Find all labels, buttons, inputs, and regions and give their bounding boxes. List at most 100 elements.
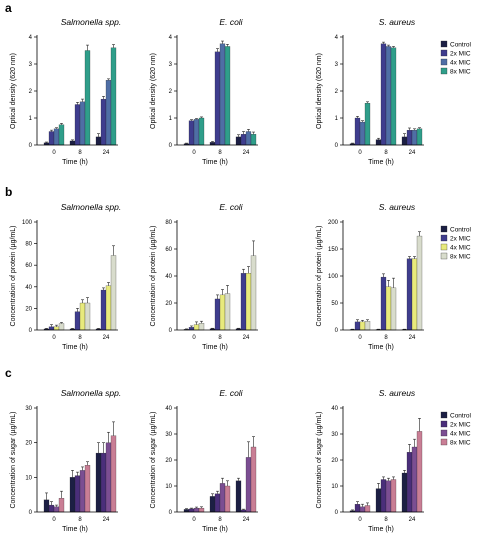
legend-label: 8x MIC <box>450 254 471 261</box>
y-tick-label: 60 <box>165 247 172 253</box>
chart-title: S. aureus <box>379 17 416 27</box>
charts-group: Salmonella spp. 0 1 2 3 4 Optical density (620… <box>10 17 472 533</box>
bar <box>84 50 91 146</box>
x-axis-label: Time (h) <box>202 344 228 351</box>
bar <box>95 452 102 513</box>
x-axis-label: Time (h) <box>202 159 228 166</box>
bar <box>219 483 226 513</box>
legend-swatch <box>440 420 448 428</box>
bar <box>406 452 413 513</box>
bar <box>74 104 81 146</box>
y-tick-label: 10 <box>331 484 338 490</box>
x-tick-label: 0 <box>52 335 56 341</box>
x-axis-label: Time (h) <box>62 159 88 166</box>
bar <box>245 273 252 331</box>
y-tick-label: 3 <box>335 62 339 68</box>
bar <box>58 498 65 513</box>
bar <box>354 504 361 513</box>
x-tick-label: 8 <box>218 150 222 156</box>
bar <box>53 326 60 331</box>
y-tick-label: 2 <box>335 89 339 95</box>
y-tick-label: 1 <box>29 116 33 122</box>
legend-swatch <box>440 411 448 419</box>
y-tick-label: 50 <box>331 301 338 307</box>
chart-b3: S. aureus 0 50 100 150 200 Concentration of pr… <box>316 202 472 351</box>
bar <box>53 506 60 513</box>
bar <box>380 43 387 146</box>
bar <box>364 505 371 513</box>
bar <box>198 323 205 331</box>
y-tick-label: 150 <box>328 247 339 253</box>
x-tick-label: 24 <box>409 150 416 156</box>
y-tick-label: 30 <box>25 406 32 412</box>
y-tick-label: 0 <box>29 143 33 149</box>
x-tick-label: 8 <box>384 335 388 341</box>
bar <box>354 117 361 146</box>
legend-label: 2x MIC <box>450 51 471 58</box>
bar <box>188 508 195 513</box>
x-axis-label: Time (h) <box>202 526 228 533</box>
x-tick-label: 24 <box>243 517 250 523</box>
y-tick-label: 80 <box>25 242 32 248</box>
y-tick-label: 200 <box>328 220 339 226</box>
legend-label: Control <box>450 227 472 234</box>
x-tick-label: 8 <box>384 150 388 156</box>
chart-c3: S. aureus 0 10 20 30 40 Concentration of sugar… <box>316 388 472 533</box>
legend-swatch <box>440 243 448 251</box>
bar <box>198 507 205 513</box>
bar <box>79 101 86 146</box>
bar <box>359 506 366 513</box>
bar <box>390 479 397 513</box>
bar <box>214 298 221 331</box>
x-tick-label: 8 <box>218 335 222 341</box>
x-tick-label: 0 <box>52 150 56 156</box>
bar <box>406 258 413 331</box>
x-tick-label: 24 <box>103 150 110 156</box>
bar <box>380 276 387 331</box>
bar <box>110 47 117 146</box>
x-tick-label: 0 <box>358 150 362 156</box>
y-axis-label: Concentration of sugar (µg/mL) <box>316 411 323 508</box>
y-axis-label: Concentration of sugar (µg/mL) <box>10 411 17 508</box>
legend-swatch <box>440 67 448 75</box>
y-tick-label: 20 <box>25 306 32 312</box>
y-tick-label: 20 <box>165 458 172 464</box>
bar <box>385 46 392 146</box>
x-tick-label: 8 <box>78 150 82 156</box>
x-tick-label: 24 <box>243 335 250 341</box>
chart-title: Salmonella spp. <box>61 17 121 27</box>
legend-label: 2x MIC <box>450 236 471 243</box>
x-tick-label: 24 <box>103 335 110 341</box>
bar <box>416 128 423 146</box>
bar <box>74 475 81 513</box>
x-tick-label: 24 <box>409 335 416 341</box>
chart-title: S. aureus <box>379 202 416 212</box>
bar <box>209 142 216 146</box>
bar <box>69 477 76 513</box>
bar <box>100 289 107 331</box>
y-tick-label: 80 <box>165 220 172 226</box>
bar <box>250 446 257 513</box>
y-tick-label: 0 <box>29 510 33 516</box>
bar <box>193 119 200 146</box>
bar <box>401 136 408 146</box>
legend-label: Control <box>450 42 472 49</box>
bar <box>188 120 195 146</box>
y-axis-label: Concentration of sugar (µg/mL) <box>150 411 157 508</box>
bar <box>240 134 247 146</box>
chart-title: E. coli <box>219 388 243 398</box>
bar <box>245 457 252 513</box>
bar <box>375 488 382 513</box>
y-tick-label: 0 <box>169 328 173 334</box>
legend-label: 8x MIC <box>450 69 471 76</box>
y-tick-label: 0 <box>335 328 339 334</box>
y-tick-label: 30 <box>165 432 172 438</box>
legend-swatch <box>440 429 448 437</box>
y-tick-label: 40 <box>165 274 172 280</box>
legend-label: 4x MIC <box>450 245 471 252</box>
chart-title: E. coli <box>219 202 243 212</box>
y-tick-label: 0 <box>29 328 33 334</box>
bar <box>385 480 392 513</box>
y-axis-label: Optical density (620 nm) <box>150 53 157 129</box>
legend-label: 2x MIC <box>450 422 471 429</box>
